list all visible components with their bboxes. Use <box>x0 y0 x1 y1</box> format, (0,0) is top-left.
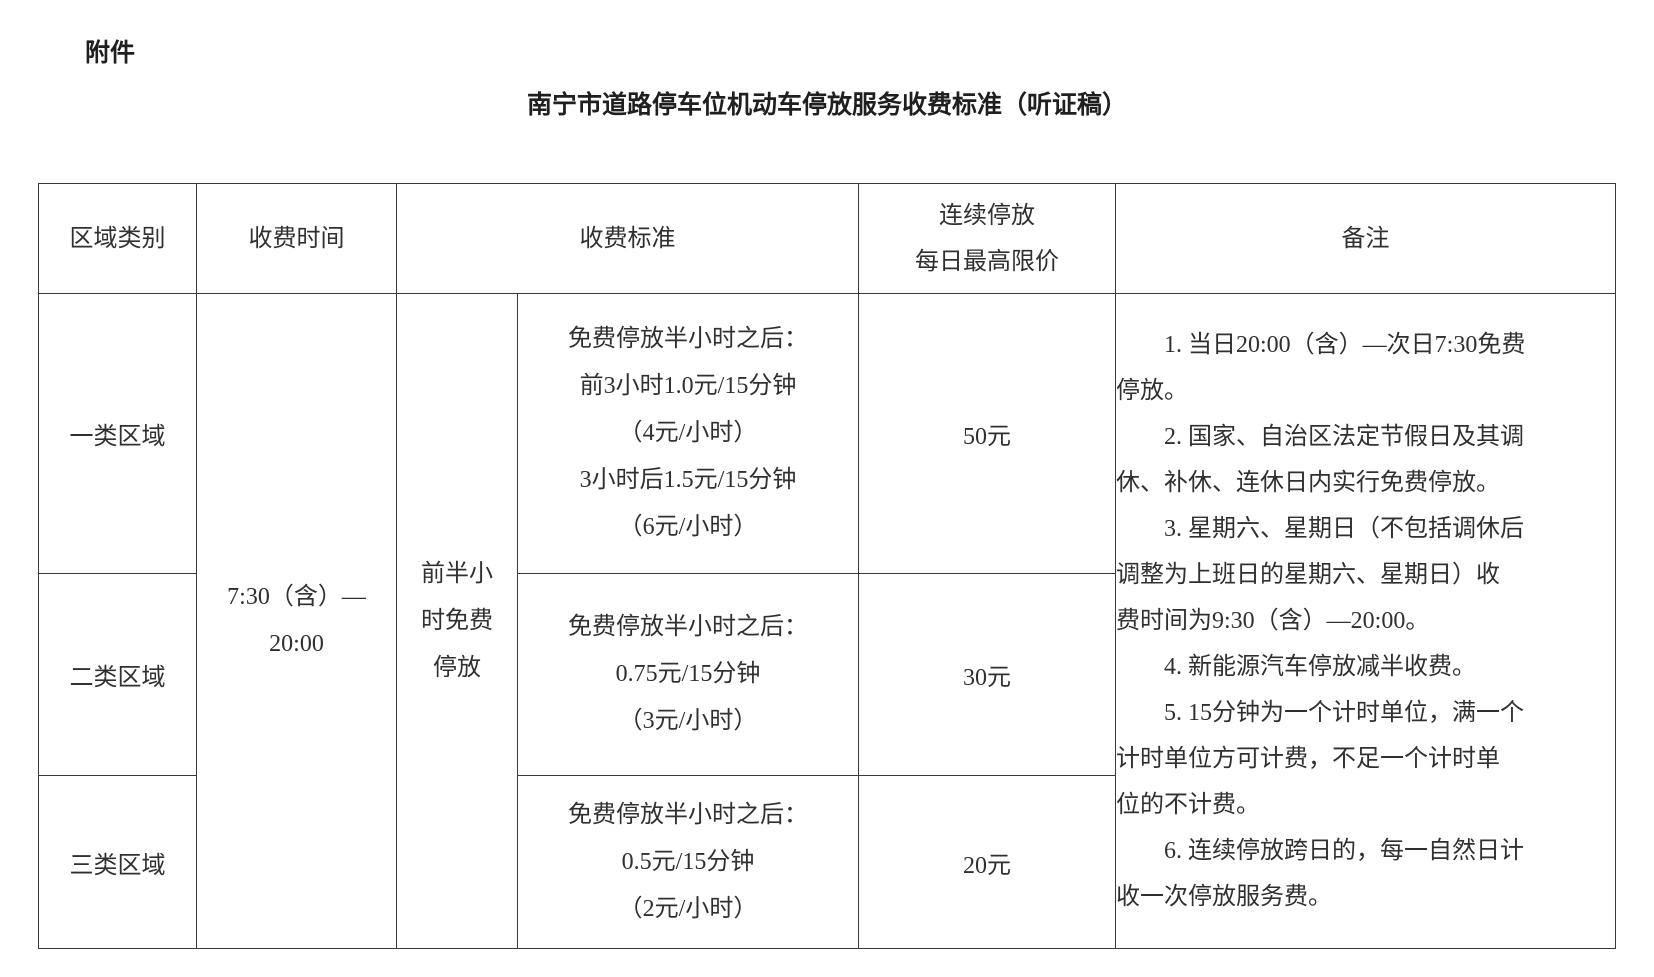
table-header-row: 区域类别 收费时间 收费标准 连续停放 每日最高限价 备注 <box>38 183 1616 294</box>
cell-standard-1: 免费停放半小时之后： 前3小时1.0元/15分钟 （4元/小时） 3小时后1.5… <box>517 293 859 574</box>
header-charge-standard: 收费标准 <box>396 183 859 294</box>
cell-daily-cap-3: 20元 <box>858 775 1116 949</box>
cell-charge-time: 7:30（含）— 20:00 <box>196 293 397 949</box>
header-charge-time: 收费时间 <box>196 183 397 294</box>
cell-daily-cap-2: 30元 <box>858 573 1116 776</box>
document-title: 南宁市道路停车位机动车停放服务收费标准（听证稿） <box>526 91 1127 119</box>
cell-area-2: 二类区域 <box>38 573 197 776</box>
remark-item-6: 6. 连续停放跨日的，每一自然日计 收一次停放服务费。 <box>1116 838 1524 910</box>
cell-standard-3: 免费停放半小时之后： 0.5元/15分钟 （2元/小时） <box>517 775 859 949</box>
cell-standard-2: 免费停放半小时之后： 0.75元/15分钟 （3元/小时） <box>517 573 859 776</box>
remark-item-5: 5. 15分钟为一个计时单位，满一个 计时单位方可计费，不足一个计时单 位的不计… <box>1116 700 1524 818</box>
table-row-area1: 一类区域 7:30（含）— 20:00 前半小 时免费 停放 免费停放半小时之后… <box>38 293 1616 949</box>
cell-area-1: 一类区域 <box>38 293 197 574</box>
remark-item-3: 3. 星期六、星期日（不包括调休后 调整为上班日的星期六、星期日）收 费时间为9… <box>1116 516 1524 634</box>
remark-item-1: 1. 当日20:00（含）—次日7:30免费 停放。 <box>1116 332 1526 404</box>
cell-free-first-half-hour: 前半小 时免费 停放 <box>396 293 518 949</box>
cell-area-3: 三类区域 <box>38 775 197 949</box>
cell-remarks: 1. 当日20:00（含）—次日7:30免费 停放。 2. 国家、自治区法定节假… <box>1115 293 1616 949</box>
table-row-area3: 三类区域 免费停放半小时之后： 0.5元/15分钟 （2元/小时） 20元 <box>38 775 1616 949</box>
header-daily-max-price: 连续停放 每日最高限价 <box>858 183 1116 294</box>
remark-item-2: 2. 国家、自治区法定节假日及其调 休、补休、连休日内实行免费停放。 <box>1116 424 1524 496</box>
fee-table: 区域类别 收费时间 收费标准 连续停放 每日最高限价 备注 一类区域 7:30（… <box>38 183 1616 949</box>
header-area-category: 区域类别 <box>38 183 197 294</box>
header-remarks: 备注 <box>1115 183 1616 294</box>
table-row-area2: 二类区域 免费停放半小时之后： 0.75元/15分钟 （3元/小时） 30元 <box>38 573 1616 776</box>
remark-item-4: 4. 新能源汽车停放减半收费。 <box>1164 654 1476 680</box>
attachment-label: 附件 <box>85 39 136 67</box>
cell-daily-cap-1: 50元 <box>858 293 1116 574</box>
